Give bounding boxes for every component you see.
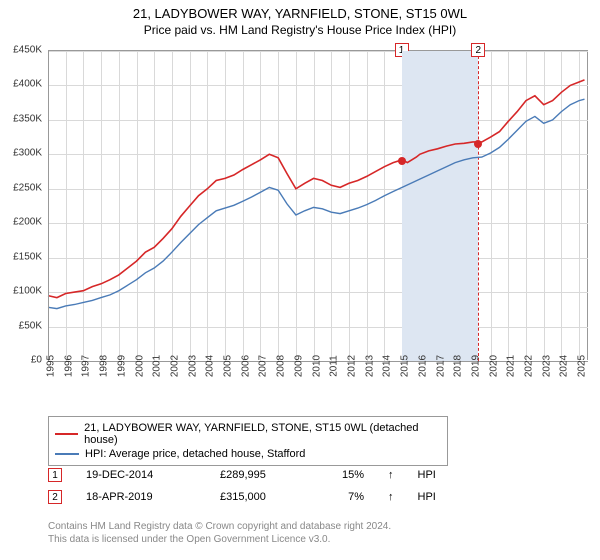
x-tick-label: 2006 [240, 355, 251, 377]
sales-row: 1 19-DEC-2014 £289,995 15% ↑ HPI [48, 464, 458, 486]
sale-dot [398, 157, 406, 165]
x-tick-label: 2011 [329, 355, 340, 377]
x-tick-label: 1998 [99, 355, 110, 377]
y-tick-label: £350K [13, 113, 42, 124]
arrow-up-icon: ↑ [388, 491, 394, 503]
legend-label-hpi: HPI: Average price, detached house, Staf… [85, 448, 305, 460]
sales-row-pct: 7% [324, 491, 364, 503]
sales-row-date: 18-APR-2019 [86, 491, 196, 503]
legend-label-property: 21, LADYBOWER WAY, YARNFIELD, STONE, ST1… [84, 422, 441, 446]
sales-row-pct: 15% [324, 469, 364, 481]
x-tick-label: 2007 [258, 355, 269, 377]
chart-header: 21, LADYBOWER WAY, YARNFIELD, STONE, ST1… [0, 0, 600, 39]
arrow-up-icon: ↑ [388, 469, 394, 481]
chart-area: 12 £0£50K£100K£150K£200K£250K£300K£350K£… [48, 50, 588, 380]
x-tick-label: 2012 [346, 355, 357, 377]
y-axis-line [48, 51, 49, 361]
y-tick-label: £300K [13, 148, 42, 159]
series-line-property [48, 80, 585, 298]
y-tick-label: £150K [13, 251, 42, 262]
x-tick-label: 2008 [276, 355, 287, 377]
legend-swatch-hpi [55, 453, 79, 455]
chart-subtitle: Price paid vs. HM Land Registry's House … [0, 23, 600, 37]
x-tick-label: 2019 [470, 355, 481, 377]
sales-row-marker: 2 [48, 490, 62, 504]
x-tick-label: 2013 [364, 355, 375, 377]
x-tick-label: 2023 [541, 355, 552, 377]
x-tick-label: 2025 [577, 355, 588, 377]
x-tick-label: 1997 [81, 355, 92, 377]
x-tick-label: 1995 [46, 355, 57, 377]
sales-row-price: £289,995 [220, 469, 300, 481]
sale-dot [474, 140, 482, 148]
x-tick-label: 1996 [63, 355, 74, 377]
sales-row-date: 19-DEC-2014 [86, 469, 196, 481]
legend: 21, LADYBOWER WAY, YARNFIELD, STONE, ST1… [48, 416, 448, 466]
y-tick-label: £200K [13, 217, 42, 228]
x-tick-label: 2017 [435, 355, 446, 377]
chart-title: 21, LADYBOWER WAY, YARNFIELD, STONE, ST1… [0, 6, 600, 21]
sales-row-price: £315,000 [220, 491, 300, 503]
sales-row-marker: 1 [48, 468, 62, 482]
y-tick-label: £0 [31, 355, 42, 366]
x-tick-label: 2020 [488, 355, 499, 377]
sales-table: 1 19-DEC-2014 £289,995 15% ↑ HPI 2 18-APR-2019 £… [48, 464, 458, 508]
x-tick-label: 2010 [311, 355, 322, 377]
sales-row-hpi-label: HPI [418, 469, 458, 481]
footer-attribution: Contains HM Land Registry data © Crown c… [48, 520, 391, 546]
legend-swatch-property [55, 433, 78, 435]
footer-line-2: This data is licensed under the Open Gov… [48, 533, 391, 546]
x-tick-label: 2004 [205, 355, 216, 377]
x-tick-label: 2024 [559, 355, 570, 377]
legend-item-property: 21, LADYBOWER WAY, YARNFIELD, STONE, ST1… [55, 421, 441, 447]
sales-row: 2 18-APR-2019 £315,000 7% ↑ HPI [48, 486, 458, 508]
y-tick-label: £400K [13, 79, 42, 90]
y-tick-label: £100K [13, 286, 42, 297]
x-tick-label: 2016 [417, 355, 428, 377]
footer-line-1: Contains HM Land Registry data © Crown c… [48, 520, 391, 533]
x-tick-label: 2018 [453, 355, 464, 377]
series-line-hpi [48, 99, 585, 308]
y-tick-label: £50K [19, 320, 42, 331]
x-tick-label: 2002 [169, 355, 180, 377]
sales-row-hpi-label: HPI [418, 491, 458, 503]
x-tick-label: 2014 [382, 355, 393, 377]
x-tick-label: 2015 [400, 355, 411, 377]
y-tick-label: £250K [13, 182, 42, 193]
x-tick-label: 2000 [134, 355, 145, 377]
x-tick-label: 2021 [506, 355, 517, 377]
x-tick-label: 2003 [187, 355, 198, 377]
x-tick-label: 2009 [293, 355, 304, 377]
x-tick-label: 2001 [152, 355, 163, 377]
x-tick-label: 1999 [116, 355, 127, 377]
plot-area: 12 [48, 50, 588, 360]
x-tick-label: 2005 [223, 355, 234, 377]
x-tick-label: 2022 [524, 355, 535, 377]
y-tick-label: £450K [13, 45, 42, 56]
line-series-svg [48, 51, 588, 361]
legend-item-hpi: HPI: Average price, detached house, Staf… [55, 447, 441, 461]
